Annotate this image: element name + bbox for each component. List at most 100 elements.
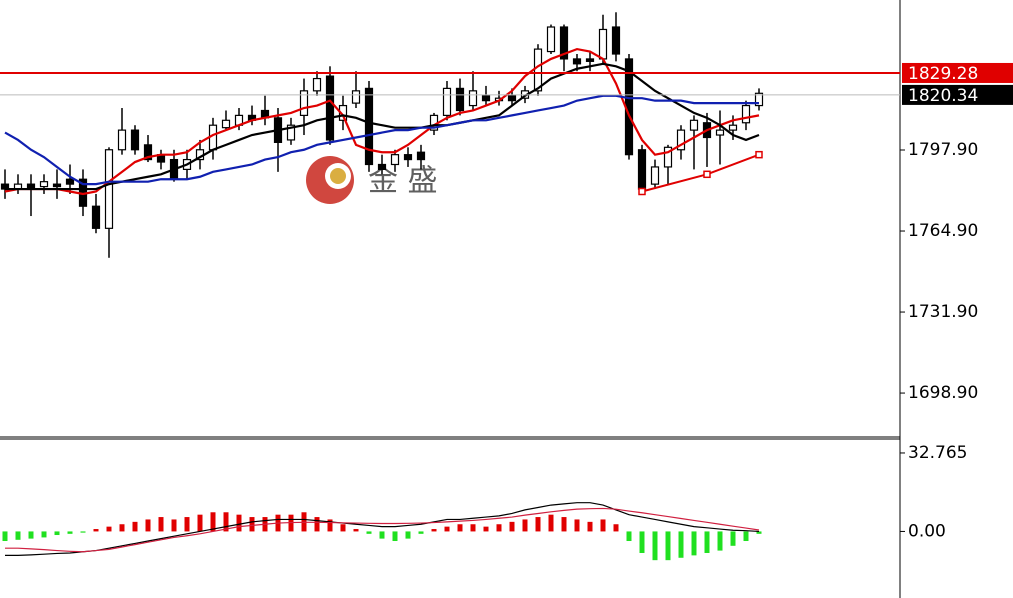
ma-line — [4, 94, 759, 186]
candle-body — [403, 154, 413, 161]
candle-body — [455, 87, 465, 112]
histogram-bar — [626, 531, 632, 542]
histogram-bar — [652, 531, 658, 561]
candle-body — [650, 166, 660, 185]
price-label: 1820.34 — [908, 86, 978, 106]
y-tick-label: 1698.90 — [908, 383, 978, 403]
y-tick-label: 1797.90 — [908, 140, 978, 160]
histogram-bar — [2, 531, 8, 542]
candle-body — [117, 129, 127, 151]
candle-body — [533, 48, 543, 92]
candle-body — [676, 129, 686, 151]
price-label-bg — [902, 62, 1013, 83]
histogram-bar — [106, 526, 112, 532]
histogram-bar — [379, 531, 385, 539]
histogram-bar — [366, 531, 372, 534]
candle-body — [546, 26, 556, 53]
histogram-bar — [80, 531, 86, 533]
histogram-bar — [418, 531, 424, 534]
histogram-bar — [223, 512, 229, 532]
y-tick-label: 1764.90 — [908, 221, 978, 241]
candle-body — [572, 58, 582, 65]
histogram-bar — [249, 517, 255, 532]
candle-body — [598, 28, 608, 60]
logo — [306, 156, 354, 204]
histogram-bar — [340, 524, 346, 532]
histogram-bar — [405, 531, 411, 539]
histogram-bar — [548, 514, 554, 532]
candle-body — [351, 90, 361, 104]
candle-body — [143, 144, 153, 161]
y-tick-label: 0.00 — [908, 521, 946, 541]
histogram-bar — [119, 524, 125, 532]
histogram-bar — [613, 524, 619, 532]
histogram-bar — [730, 531, 736, 546]
candle-body — [52, 183, 62, 188]
histogram-bar — [15, 531, 21, 540]
histogram-bar — [158, 517, 164, 532]
histogram-bar — [665, 531, 671, 561]
candle-body — [442, 87, 452, 116]
histogram-bar — [678, 531, 684, 558]
ma-line — [5, 62, 760, 191]
histogram-bar — [470, 524, 476, 532]
histogram-bar — [132, 521, 138, 532]
candle-body — [286, 124, 296, 141]
candle-body — [104, 149, 114, 229]
histogram-bar — [197, 514, 203, 532]
ma-line — [5, 502, 760, 556]
candle-body — [130, 129, 140, 151]
candle-body — [364, 87, 374, 166]
histogram-bar — [353, 529, 359, 532]
candle-body — [663, 146, 673, 168]
candle-body — [559, 26, 569, 60]
histogram-bar — [431, 529, 437, 532]
ma-line — [4, 47, 760, 196]
histogram-bar — [522, 519, 528, 532]
histogram-bar — [93, 529, 99, 532]
histogram-bar — [67, 531, 73, 534]
histogram-bar — [691, 531, 697, 556]
candle-body — [39, 181, 49, 188]
trend-marker — [755, 150, 763, 159]
histogram-bar — [574, 519, 580, 532]
histogram-bar — [639, 531, 645, 553]
trend-marker — [638, 187, 646, 196]
histogram-bar — [444, 526, 450, 532]
candle-body — [754, 92, 764, 107]
price-label-bg — [902, 84, 1013, 105]
candle-body — [468, 90, 478, 107]
histogram-bar — [483, 526, 489, 532]
candle-body — [481, 95, 491, 102]
trend-marker — [703, 170, 711, 179]
histogram-bar — [457, 524, 463, 532]
candle-body — [377, 163, 387, 170]
candle-body — [416, 151, 426, 161]
histogram-bar — [41, 531, 47, 538]
candle-body — [91, 205, 101, 229]
histogram-bar — [184, 517, 190, 532]
histogram-bar — [392, 531, 398, 542]
candle-body — [728, 124, 738, 131]
y-tick-label: 1731.90 — [908, 302, 978, 322]
candle-body — [312, 77, 322, 92]
histogram-bar — [587, 521, 593, 532]
candle-body — [611, 26, 621, 55]
histogram-bar — [704, 531, 710, 553]
histogram-bar — [496, 524, 502, 532]
histogram-bar — [236, 514, 242, 532]
price-label: 1829.28 — [908, 64, 978, 84]
candle-body — [221, 119, 231, 129]
histogram-bar — [756, 531, 762, 534]
histogram-bar — [145, 519, 151, 532]
ma-line — [5, 507, 760, 553]
histogram-bar — [561, 517, 567, 532]
candle-body — [585, 58, 595, 62]
histogram-bar — [600, 519, 606, 532]
histogram-bar — [314, 517, 320, 532]
candle-body — [325, 75, 335, 141]
histogram-bar — [327, 519, 333, 532]
candle-body — [741, 104, 751, 124]
